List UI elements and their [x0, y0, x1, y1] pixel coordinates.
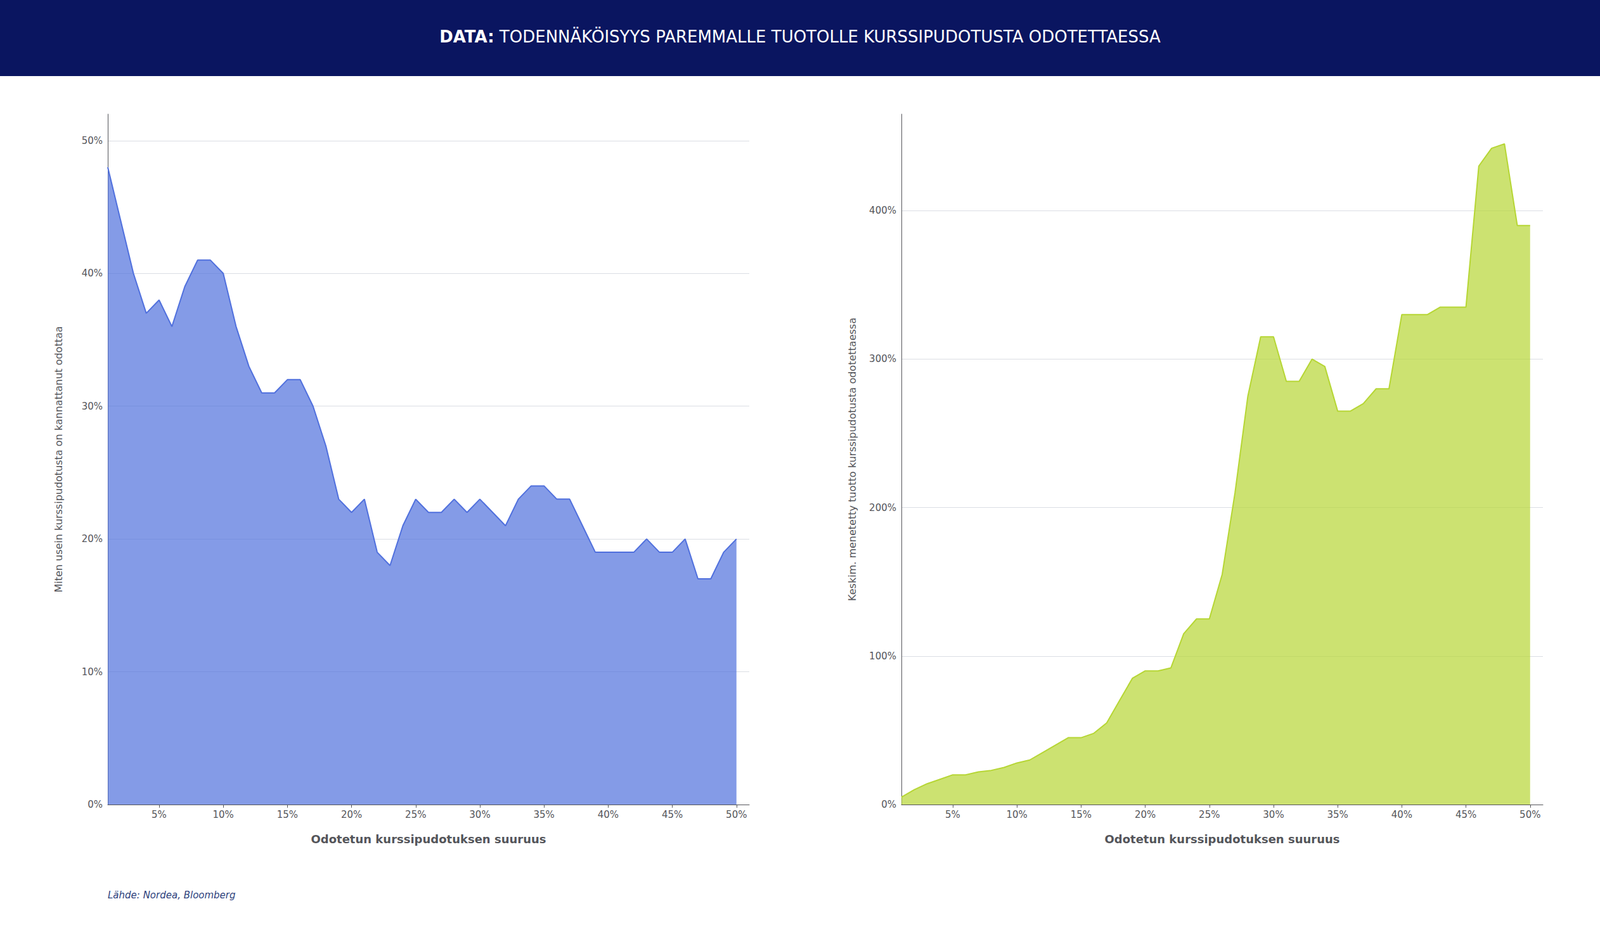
svg-text:30%: 30%: [1262, 808, 1284, 821]
svg-text:DATA:: DATA:: [439, 27, 494, 47]
svg-text:10%: 10%: [212, 808, 234, 821]
svg-text:40%: 40%: [81, 267, 103, 279]
svg-text:30%: 30%: [81, 400, 103, 413]
svg-text:Miten usein kurssipudotusta on: Miten usein kurssipudotusta on kannattan…: [52, 325, 65, 593]
svg-text:35%: 35%: [1326, 808, 1348, 821]
svg-text:300%: 300%: [869, 353, 897, 365]
svg-text:10%: 10%: [1006, 808, 1027, 821]
svg-text:25%: 25%: [405, 808, 426, 821]
svg-text:0%: 0%: [881, 798, 897, 811]
svg-text:20%: 20%: [81, 533, 103, 545]
svg-text:20%: 20%: [341, 808, 362, 821]
svg-text:50%: 50%: [1519, 808, 1541, 821]
svg-text:100%: 100%: [869, 650, 897, 662]
svg-text:TODENNÄKÖISYYS PAREMMALLE TUOT: TODENNÄKÖISYYS PAREMMALLE TUOTOLLE KURSS…: [494, 26, 1161, 47]
svg-text:5%: 5%: [945, 808, 961, 821]
svg-text:40%: 40%: [1391, 808, 1413, 821]
svg-text:25%: 25%: [1198, 808, 1220, 821]
svg-text:Odotetun kurssipudotuksen suur: Odotetun kurssipudotuksen suuruus: [1104, 832, 1340, 846]
svg-text:200%: 200%: [869, 502, 897, 514]
svg-text:0%: 0%: [87, 798, 103, 811]
svg-text:35%: 35%: [533, 808, 555, 821]
svg-text:Odotetun kurssipudotuksen suur: Odotetun kurssipudotuksen suuruus: [310, 832, 546, 846]
svg-text:5%: 5%: [151, 808, 167, 821]
svg-text:45%: 45%: [1455, 808, 1477, 821]
svg-text:45%: 45%: [661, 808, 683, 821]
svg-text:Keskim. menetetty tuotto kurss: Keskim. menetetty tuotto kurssipudotusta…: [846, 317, 859, 601]
svg-text:50%: 50%: [81, 135, 103, 147]
svg-text:10%: 10%: [81, 666, 103, 678]
svg-text:30%: 30%: [469, 808, 491, 821]
svg-text:15%: 15%: [1070, 808, 1092, 821]
svg-text:400%: 400%: [869, 204, 897, 217]
svg-text:50%: 50%: [725, 808, 747, 821]
svg-text:15%: 15%: [277, 808, 298, 821]
svg-text:20%: 20%: [1134, 808, 1156, 821]
svg-text:Lähde: Nordea, Bloomberg: Lähde: Nordea, Bloomberg: [107, 889, 236, 901]
svg-text:40%: 40%: [597, 808, 619, 821]
